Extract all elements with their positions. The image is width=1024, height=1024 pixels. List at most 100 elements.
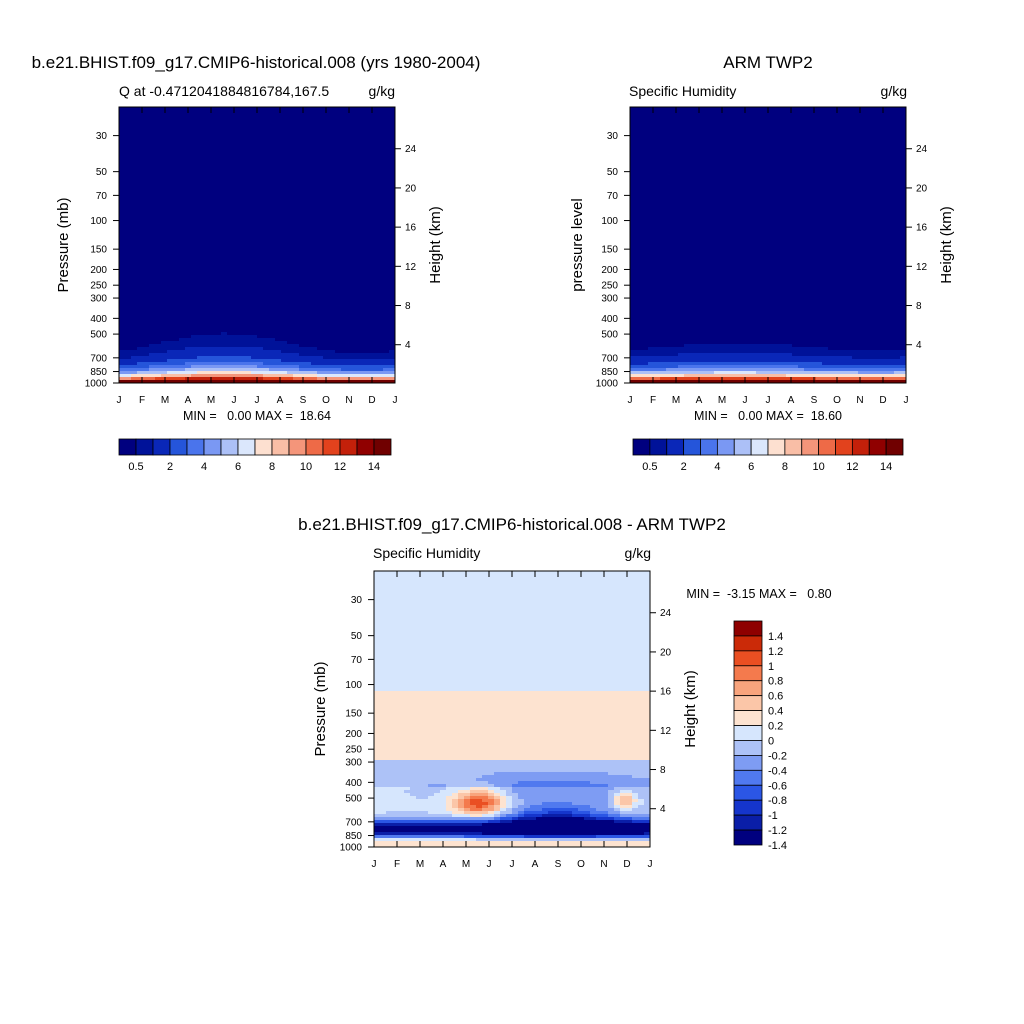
contour-cell [197,158,204,162]
contour-cell [191,191,198,195]
contour-cell [245,272,252,276]
contour-cell [263,260,270,264]
contour-cell [858,107,865,111]
contour-cell [383,326,390,330]
contour-cell [239,311,246,315]
contour-cell [203,212,210,216]
contour-cell [209,200,216,204]
contour-cell [648,113,655,117]
contour-cell [389,185,395,189]
contour-cell [768,131,775,135]
contour-cell [317,206,324,210]
contour-cell [137,122,144,126]
contour-cell [155,164,162,168]
contour-cell [353,170,360,174]
contour-cell [708,137,715,141]
contour-cell [281,299,288,303]
contour-cell [227,356,234,360]
contour-cell [275,221,282,225]
contour-cell [239,128,246,132]
contour-cell [173,224,180,228]
contour-cell [359,167,366,171]
contour-cell [732,116,739,120]
contour-cell [239,176,246,180]
contour-cell [389,194,395,198]
contour-cell [185,128,192,132]
contour-cell [137,299,144,303]
contour-cell [143,347,150,351]
contour-cell [377,311,384,315]
contour-cell [215,176,222,180]
contour-cell [894,116,901,120]
contour-cell [756,113,763,117]
contour-cell [317,230,324,234]
contour-cell [269,356,276,360]
contour-cell [822,146,829,150]
contour-cell [347,302,354,306]
contour-cell [341,281,348,285]
contour-cell [678,146,685,150]
contour-cell [888,122,895,126]
contour-cell [293,176,300,180]
contour-cell [804,140,811,144]
contour-cell [197,155,204,159]
contour-cell [287,353,294,357]
contour-cell [347,128,354,132]
contour-cell [125,125,132,129]
contour-cell [371,365,378,369]
contour-cell [287,278,294,282]
contour-cell [185,137,192,141]
contour-cell [341,371,348,375]
contour-cell [137,215,144,219]
contour-cell [155,293,162,297]
contour-cell [263,119,270,123]
contour-cell [269,374,276,378]
contour-cell [780,119,787,123]
contour-cell [389,284,395,288]
contour-cell [179,173,186,177]
contour-cell [227,206,234,210]
contour-cell [317,185,324,189]
contour-cell [353,233,360,237]
contour-cell [275,371,282,375]
contour-cell [137,257,144,261]
contour-cell [311,293,318,297]
contour-cell [221,344,228,348]
contour-cell [161,215,168,219]
contour-cell [215,209,222,213]
contour-cell [299,251,306,255]
contour-cell [383,140,390,144]
contour-cell [323,293,330,297]
contour-cell [347,284,354,288]
contour-cell [732,131,739,135]
contour-cell [287,359,294,363]
contour-cell [371,350,378,354]
contour-cell [251,188,258,192]
contour-cell [227,224,234,228]
contour-cell [840,113,847,117]
contour-cell [347,287,354,291]
contour-cell [191,311,198,315]
contour-cell [221,203,228,207]
contour-cell [179,356,186,360]
contour-cell [119,257,126,261]
contour-cell [359,335,366,339]
contour-cell [155,170,162,174]
contour-cell [125,149,132,153]
contour-cell [161,308,168,312]
contour-cell [161,272,168,276]
contour-cell [371,227,378,231]
contour-cell [263,278,270,282]
contour-cell [371,236,378,240]
contour-cell [125,248,132,252]
contour-cell [245,299,252,303]
contour-cell [191,317,198,321]
contour-cell [353,128,360,132]
contour-cell [335,170,342,174]
contour-cell [119,272,126,276]
contour-cell [335,311,342,315]
contour-cell [311,272,318,276]
contour-cell [197,266,204,270]
contour-cell [251,344,258,348]
contour-cell [191,299,198,303]
